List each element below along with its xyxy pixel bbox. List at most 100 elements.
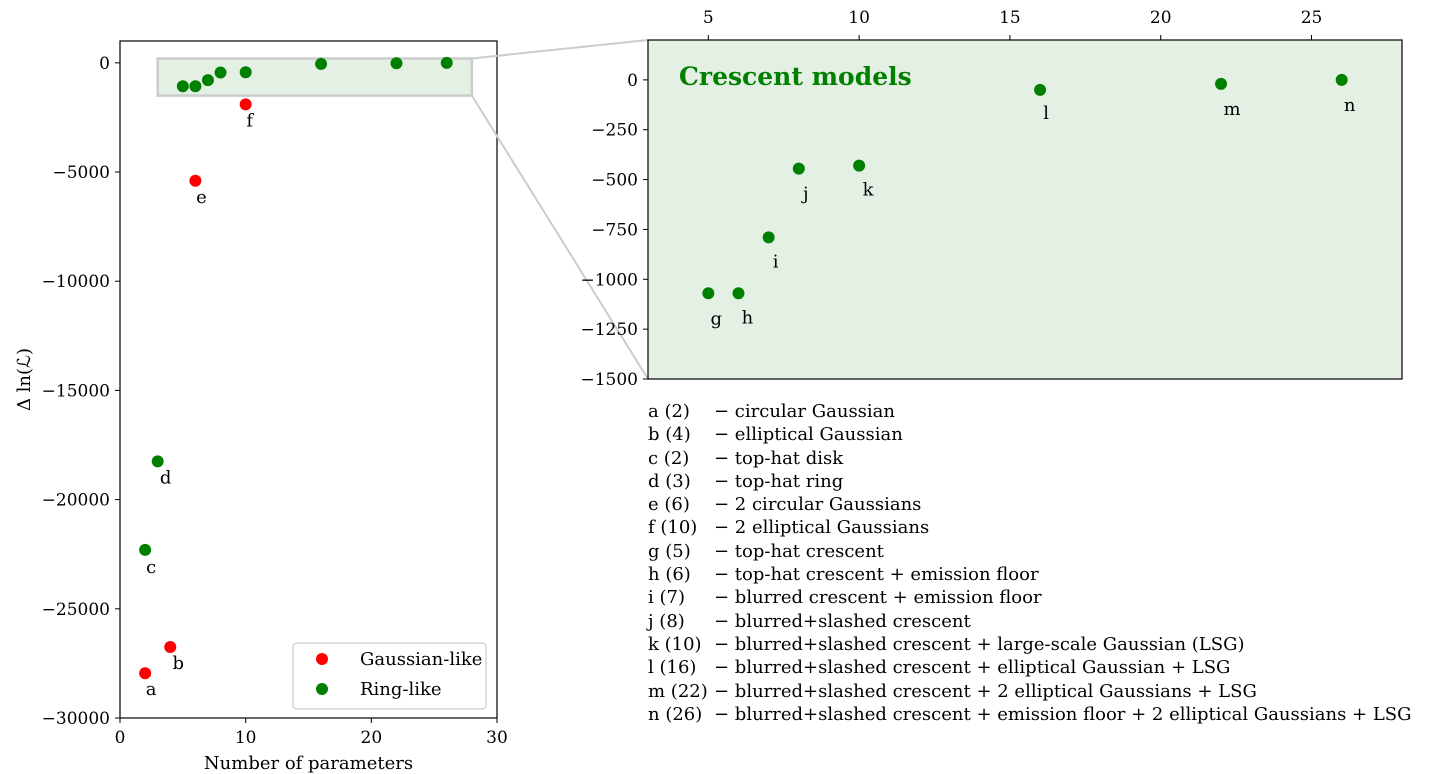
model-key-item: c (2) − top-hat disk	[648, 447, 1412, 470]
point-label-f: f	[246, 110, 254, 131]
legend-marker	[316, 653, 328, 665]
y-tick-label: 0	[99, 54, 110, 74]
inset-point-label-l: l	[1043, 103, 1049, 124]
inset-y-tick-label: −750	[591, 220, 638, 240]
model-code: a (2)	[648, 401, 690, 422]
legend-label: Ring-like	[360, 679, 442, 700]
inset-x-tick-label: 15	[999, 8, 1021, 28]
x-axis-label: Number of parameters	[204, 753, 413, 774]
inset-plot-frame	[647, 39, 1403, 380]
model-key-item: l (16) − blurred+slashed crescent + ellip…	[648, 656, 1412, 679]
zoom-connector-line	[471, 95, 649, 380]
inset-point-label-n: n	[1344, 95, 1356, 116]
inset-point-m	[1215, 77, 1228, 90]
model-description: − top-hat crescent	[714, 540, 884, 562]
inset-y-tick-label: −1500	[580, 370, 638, 390]
model-key-item: f (10) − 2 elliptical Gaussians	[648, 516, 1412, 539]
data-point-b	[164, 641, 177, 654]
legend-label: Gaussian-like	[360, 649, 482, 670]
inset-point-n	[1335, 73, 1348, 86]
model-description: − 2 circular Gaussians	[714, 494, 922, 516]
model-description: − blurred+slashed crescent + emission fl…	[714, 703, 1412, 725]
x-tick-label: 30	[486, 728, 508, 748]
inset-x-tick-label: 20	[1150, 8, 1172, 28]
model-description: − blurred+slashed crescent + elliptical …	[714, 657, 1231, 679]
y-axis-label: Δ ln(ℒ)	[14, 348, 35, 411]
model-description: − top-hat ring	[714, 470, 844, 492]
data-point-h	[189, 80, 202, 93]
model-code: f (10)	[648, 517, 698, 539]
data-point-g	[176, 80, 189, 93]
y-tick-label: −20000	[42, 491, 110, 511]
inset-y-tick-label: −1000	[580, 270, 638, 290]
model-description: − blurred+slashed crescent + 2 elliptica…	[714, 680, 1257, 702]
data-point-k	[239, 66, 252, 79]
data-point-n	[440, 56, 453, 69]
main-plot-frame	[119, 40, 498, 719]
model-code: j (8)	[648, 610, 685, 632]
model-key-item: j (8) − blurred+slashed crescent	[648, 610, 1412, 633]
inset-point-label-i: i	[773, 251, 779, 272]
data-point-j	[214, 66, 227, 79]
data-point-e	[189, 174, 202, 187]
model-code: l (16)	[648, 657, 697, 679]
model-key-item: n (26) − blurred+slashed crescent + emiss…	[648, 703, 1412, 726]
legend: Gaussian-like Ring-like	[292, 642, 487, 710]
y-tick-label: −25000	[42, 600, 110, 620]
inset-point-label-m: m	[1224, 99, 1241, 120]
model-description: − 2 elliptical Gaussians	[714, 517, 930, 539]
model-key-item: g (5) − top-hat crescent	[648, 540, 1412, 563]
inset-x-tick-label: 10	[848, 8, 870, 28]
inset-plot: 5 10 15 20 25 0 −250 −500 −750 −1000 −1250 −1500 Cre…	[580, 8, 1403, 390]
model-key-item: b (4) − elliptical Gaussian	[648, 423, 1412, 446]
model-description: − blurred+slashed crescent + large-scale…	[714, 633, 1245, 655]
point-label-e: e	[196, 187, 207, 208]
data-point-c	[139, 543, 152, 556]
legend-box	[292, 642, 487, 710]
model-key-item: a (2) − circular Gaussian	[648, 400, 1412, 423]
model-code: d (3)	[648, 470, 691, 492]
inset-y-tick-label: 0	[627, 71, 638, 91]
model-code: c (2)	[648, 447, 690, 469]
inset-point-k	[853, 159, 866, 172]
zoom-connector-line	[471, 39, 649, 60]
model-code: n (26)	[648, 703, 703, 725]
inset-point-label-g: g	[711, 308, 723, 329]
point-label-d: d	[160, 467, 172, 488]
data-point-d	[151, 455, 164, 468]
point-label-b: b	[173, 653, 185, 674]
model-description: − top-hat disk	[714, 447, 844, 469]
model-code: i (7)	[648, 587, 685, 609]
model-key-item: d (3) − top-hat ring	[648, 470, 1412, 493]
data-point-m	[390, 57, 403, 70]
model-description: − blurred+slashed crescent	[714, 610, 971, 632]
inset-y-tick-label: −250	[591, 121, 638, 141]
inset-point-g	[702, 287, 715, 300]
model-code: b (4)	[648, 424, 691, 446]
model-description: − blurred crescent + emission floor	[714, 587, 1042, 609]
inset-point-label-j: j	[801, 184, 809, 205]
y-tick-label: −5000	[52, 163, 110, 183]
point-label-a: a	[146, 679, 157, 700]
inset-y-tick-label: −1250	[580, 320, 638, 340]
model-code: h (6)	[648, 564, 691, 586]
model-code: m (22)	[648, 680, 708, 702]
inset-point-label-k: k	[863, 180, 875, 201]
inset-x-tick-label: 25	[1301, 8, 1323, 28]
model-description: − elliptical Gaussian	[714, 424, 903, 446]
x-tick-label: 10	[235, 728, 257, 748]
model-key-item: k (10) − blurred+slashed crescent + large…	[648, 633, 1412, 656]
inset-point-h	[732, 287, 745, 300]
y-tick-label: −10000	[42, 272, 110, 292]
model-key-item: m (22) − blurred+slashed crescent + 2 ell…	[648, 680, 1412, 703]
y-tick-label: −15000	[42, 381, 110, 401]
model-description: − circular Gaussian	[714, 401, 895, 422]
model-description: − top-hat crescent + emission floor	[714, 564, 1039, 586]
model-key-list: a (2) − circular Gaussian b (4) − elliptica…	[648, 400, 1412, 726]
inset-x-tick-label: 5	[703, 8, 714, 28]
data-point-l	[315, 57, 328, 70]
main-plot: 0 10 20 30 0 −5000 −10000 −15000 −20000 −25000 −30…	[14, 40, 508, 774]
model-key-item: i (7) − blurred crescent + emission floor	[648, 586, 1412, 609]
inset-title: Crescent models	[679, 62, 912, 91]
